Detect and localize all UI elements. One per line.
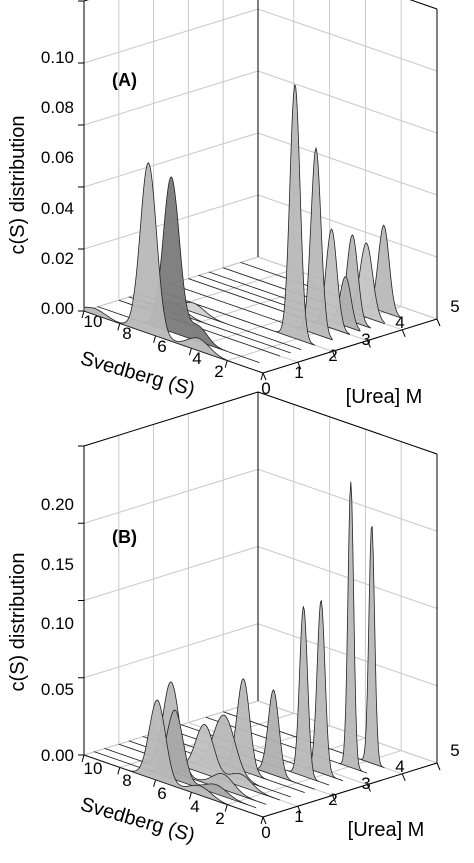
s-tick-labels: 10 8 6 4 2 <box>84 312 224 381</box>
y-tick-label: 0.15 <box>41 555 74 574</box>
urea-tick <box>401 773 406 781</box>
s-tick-label: 2 <box>214 362 223 381</box>
urea-tick-label: 5 <box>450 741 459 760</box>
s-tick <box>260 372 264 381</box>
urea-tick-label: 3 <box>361 330 370 349</box>
y-axis-title: c(S) distribution <box>7 553 29 692</box>
panel-b: (B) c(S) distribution Svedberg (S) [Urea… <box>7 391 460 847</box>
urea-tick <box>436 762 441 771</box>
s-axis-title: Svedberg (S) <box>78 347 197 401</box>
s-tick-labels: 10 8 6 4 2 <box>84 759 225 828</box>
gridline <box>83 132 438 196</box>
panel-label: (A) <box>112 70 137 90</box>
axis-line <box>83 391 259 447</box>
y-tick-label: 0.02 <box>41 249 74 268</box>
urea-tick <box>366 340 371 348</box>
axis-line <box>409 0 438 10</box>
urea-tick-label: 0 <box>261 823 270 842</box>
s-tick <box>81 754 85 763</box>
y-tick-label: 0.00 <box>41 746 74 765</box>
s-tick-label: 8 <box>122 324 131 343</box>
panel-a: (A) c(S) distribution Svedberg (S) [Urea… <box>7 0 460 408</box>
c-s-trace <box>83 699 246 812</box>
s-tick <box>188 348 192 356</box>
c-s-trace <box>97 176 260 363</box>
urea-tick-label: 2 <box>328 346 337 365</box>
axis-line <box>262 762 438 818</box>
s-tick <box>224 804 228 812</box>
s-tick <box>117 323 121 331</box>
y-tick-label: 0.10 <box>41 614 74 633</box>
urea-tick <box>297 806 302 814</box>
s-tick-label: 6 <box>157 337 166 356</box>
y-tick-labels: 0.00 0.02 0.04 0.06 0.08 0.10 <box>41 48 74 318</box>
s-tick <box>224 360 228 368</box>
s-tick-label: 8 <box>122 771 131 790</box>
gridline <box>83 545 438 609</box>
s-tick-label: 2 <box>215 809 224 828</box>
urea-tick-label: 1 <box>294 363 303 382</box>
urea-tick-label: 5 <box>450 297 459 316</box>
gridline <box>83 8 438 72</box>
urea-axis-title: [Urea] M <box>346 386 423 408</box>
traces <box>83 481 385 812</box>
urea-tick-label: 0 <box>261 379 270 398</box>
urea-tick <box>436 318 441 327</box>
s-tick-label: 10 <box>84 312 103 331</box>
urea-tick-labels: 0 1 2 3 4 5 <box>261 741 459 842</box>
urea-tick <box>332 795 337 803</box>
s-tick-label: 10 <box>84 759 103 778</box>
y-tick-label: 0.00 <box>41 299 74 318</box>
axis-line <box>262 318 438 374</box>
urea-tick <box>262 816 267 825</box>
urea-tick-label: 2 <box>328 790 337 809</box>
y-tick-label: 0.04 <box>41 199 74 218</box>
urea-tick <box>332 351 337 359</box>
c-s-trace <box>83 162 246 368</box>
y-axis-title: c(S) distribution <box>7 116 29 255</box>
urea-tick-label: 3 <box>361 774 370 793</box>
s-tick-label: 6 <box>157 784 166 803</box>
urea-tick <box>366 784 371 792</box>
urea-tick <box>262 372 267 381</box>
s-tick-label: 4 <box>190 797 199 816</box>
y-tick-label: 0.05 <box>41 680 74 699</box>
gridline <box>83 0 438 10</box>
y-tick-label: 0.10 <box>41 48 74 67</box>
c-s-trace <box>223 242 385 325</box>
plot-frame <box>78 391 441 825</box>
s-tick <box>153 779 157 787</box>
gridline <box>83 468 438 532</box>
axis-line <box>83 0 89 2</box>
s-tick <box>117 767 121 775</box>
gridline <box>83 700 438 764</box>
urea-tick-label: 4 <box>395 313 404 332</box>
y-tick-label: 0.20 <box>41 495 74 514</box>
urea-axis-title: [Urea] M <box>348 819 425 841</box>
c-s-trace <box>93 709 257 809</box>
y-tick-labels: 0.00 0.05 0.10 0.15 0.20 <box>41 495 74 765</box>
urea-tick-label: 1 <box>294 807 303 826</box>
axis-line <box>257 391 438 455</box>
traces <box>83 84 403 368</box>
y-tick-label: 0.08 <box>41 98 74 117</box>
urea-tick-labels: 0 1 2 3 4 5 <box>261 297 459 398</box>
s-tick <box>81 310 85 319</box>
s-axis-title: Svedberg (S) <box>78 793 197 847</box>
urea-tick <box>297 362 302 370</box>
panel-label: (B) <box>112 527 137 547</box>
s-tick <box>188 792 192 800</box>
c-s-trace <box>205 481 368 774</box>
urea-tick-label: 4 <box>395 757 404 776</box>
s-tick <box>153 335 157 343</box>
c-s-trace <box>170 146 333 341</box>
s-tick-label: 4 <box>192 349 201 368</box>
y-tick-label: 0.06 <box>41 148 74 167</box>
s-tick <box>260 816 264 825</box>
gridline <box>83 623 438 687</box>
urea-tick <box>401 329 406 337</box>
